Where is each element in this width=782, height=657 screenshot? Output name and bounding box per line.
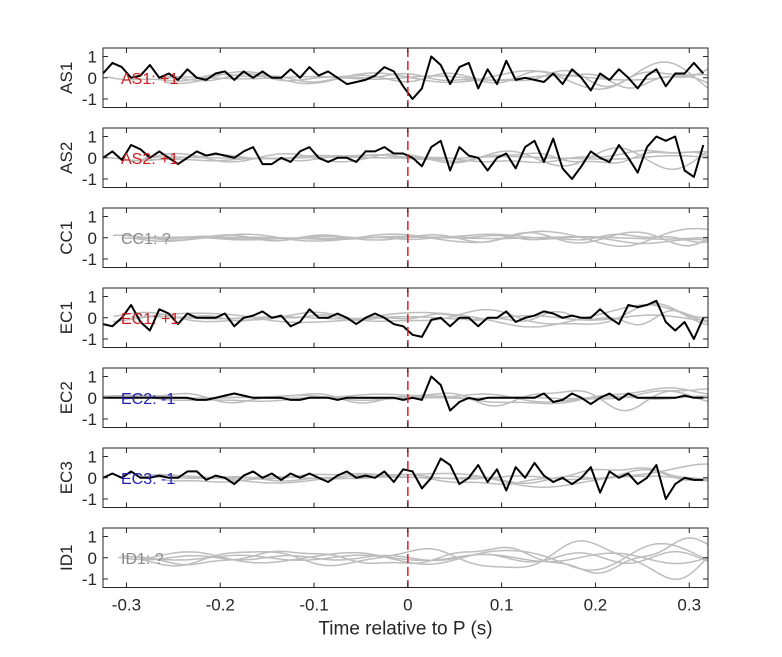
y-tick-label: 0: [88, 229, 97, 248]
y-tick-label: 1: [88, 288, 97, 307]
y-tick-label: 1: [88, 128, 97, 147]
y-tick-label: 0: [88, 469, 97, 488]
background-trace: [136, 552, 708, 565]
panel-ec1: 1 0 -1 EC1 EC1: +1: [57, 287, 709, 349]
background-trace: [146, 468, 708, 485]
x-tick-label: -0.1: [299, 596, 328, 615]
polarity-annotation: ID1: ?: [121, 551, 164, 568]
waveform-trace-ec1: [103, 299, 705, 340]
panel-ec2: 1 0 -1 EC2 EC2: -1: [57, 367, 709, 429]
polarity-annotation: AS2: +1: [121, 151, 178, 168]
x-tick-label: 0.2: [584, 596, 608, 615]
y-tick-label: -1: [82, 330, 97, 349]
background-trace: [129, 147, 708, 170]
panel-ec3: 1 0 -1 EC3 EC3: -1: [57, 447, 709, 509]
y-tick-label: -1: [82, 490, 97, 509]
polarity-annotation: CC1: ?: [121, 231, 171, 248]
y-axis-label: EC3: [57, 461, 76, 494]
y-tick-label: 1: [88, 208, 97, 227]
y-tick-label: 0: [88, 69, 97, 88]
waveform-trace-as1: [103, 55, 705, 100]
y-tick-label: 1: [88, 528, 97, 547]
y-axis-label: CC1: [57, 221, 76, 255]
x-tick-label: 0: [403, 596, 412, 615]
y-axis-label: AS1: [57, 62, 76, 94]
y-tick-label: -1: [82, 250, 97, 269]
y-axis-label: AS2: [57, 142, 76, 174]
background-traces: [112, 227, 708, 248]
y-tick-label: 1: [88, 368, 97, 387]
background-trace: [146, 463, 708, 488]
y-tick-label: -1: [82, 170, 97, 189]
background-trace: [140, 542, 708, 571]
x-tick-label: 0.3: [677, 596, 701, 615]
panel-as2: 1 0 -1 AS2 AS2: +1: [57, 127, 709, 189]
y-tick-label: 0: [88, 309, 97, 328]
background-traces: [118, 537, 708, 581]
x-tick-label: -0.2: [206, 596, 235, 615]
y-tick-label: 1: [88, 448, 97, 467]
background-trace: [139, 233, 708, 244]
background-trace: [118, 550, 708, 564]
polarity-annotation: EC1: +1: [121, 311, 179, 328]
y-tick-label: 1: [88, 48, 97, 67]
x-axis-label: Time relative to P (s): [318, 619, 492, 640]
polarity-annotation: AS1: +1: [121, 71, 178, 88]
x-tick-label: 0.1: [490, 596, 514, 615]
y-axis-label: EC2: [57, 381, 76, 414]
y-tick-label: -1: [82, 90, 97, 109]
background-trace: [121, 387, 708, 405]
y-tick-label: -1: [82, 410, 97, 429]
x-tick-label: -0.3: [112, 596, 141, 615]
background-trace: [112, 231, 708, 247]
polarity-annotation: EC3: -1: [121, 471, 175, 488]
panel-cc1: 1 0 -1 CC1 CC1: ?: [57, 207, 709, 269]
waveform-trace-ec2: [103, 375, 704, 412]
y-tick-label: -1: [82, 570, 97, 589]
waveform-trace-ec3: [103, 457, 704, 500]
y-axis-label: EC1: [57, 301, 76, 334]
y-tick-label: 0: [88, 389, 97, 408]
background-trace: [143, 540, 708, 581]
panel-id1: 1 0 -1 ID1 ID1: ?: [57, 527, 709, 589]
background-trace: [112, 304, 708, 328]
y-axis-label: ID1: [57, 545, 76, 571]
y-tick-label: 0: [88, 149, 97, 168]
y-tick-label: 0: [88, 549, 97, 568]
background-trace: [113, 302, 708, 326]
panel-as1: 1 0 -1 AS1 AS1: +1: [57, 47, 709, 109]
polarity-annotation: EC2: -1: [121, 391, 175, 408]
waveform-trace-as2: [103, 135, 705, 180]
background-traces: [137, 463, 708, 488]
